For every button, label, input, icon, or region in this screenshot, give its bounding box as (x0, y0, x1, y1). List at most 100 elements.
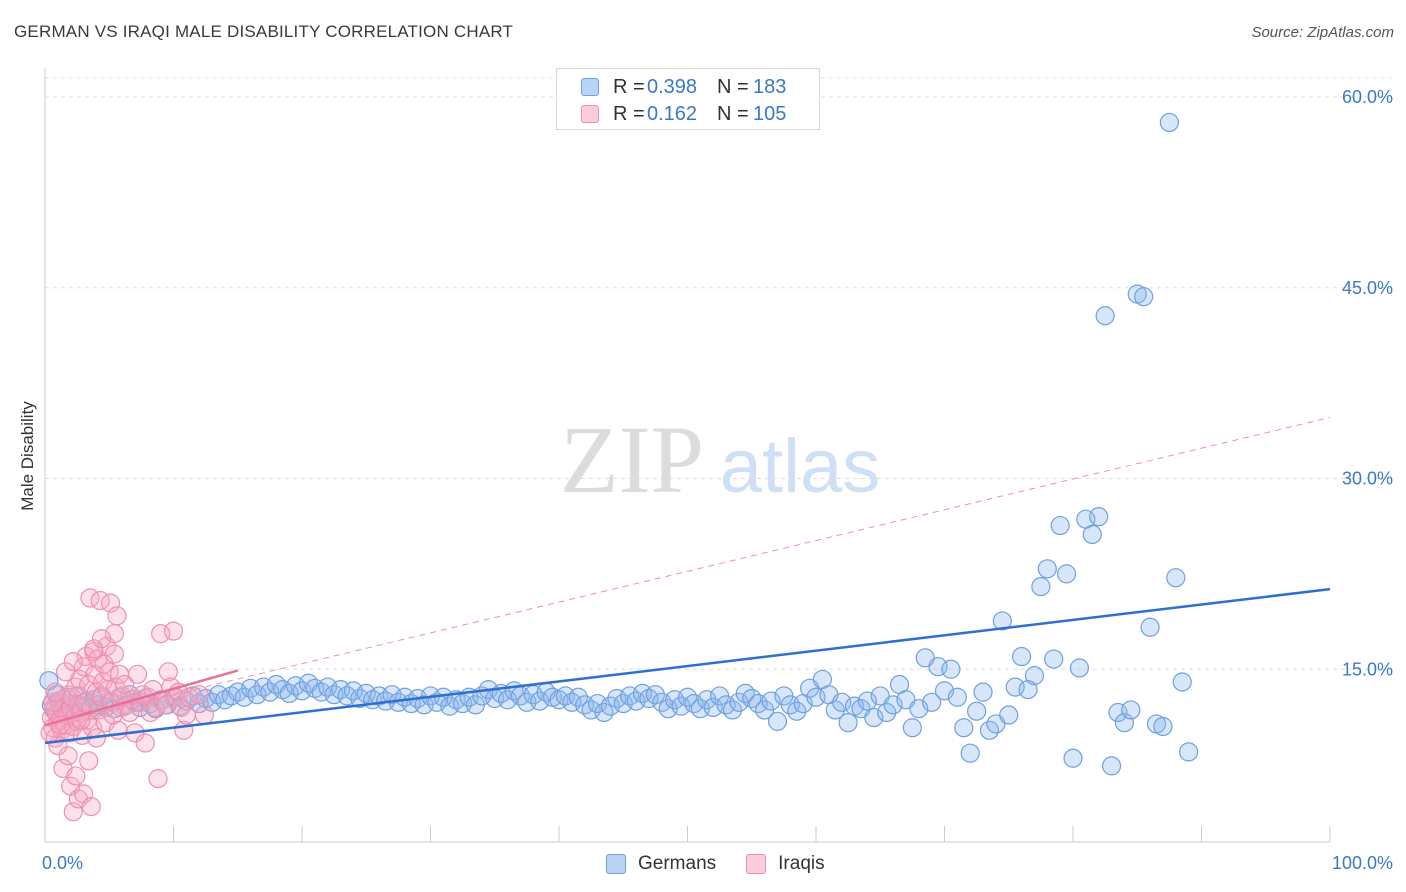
r-label: R = (613, 102, 645, 125)
point-germans (1179, 742, 1199, 762)
point-iraqis (84, 639, 104, 659)
trend-iraqis (44, 669, 239, 727)
tick-labels: 15.0% 30.0% 45.0% 60.0% 0.0% 100.0% (42, 87, 1393, 873)
point-iraqis (63, 802, 83, 822)
point-germans (947, 687, 967, 707)
point-iraqis (66, 766, 86, 786)
point-germans (787, 701, 807, 721)
x-tick-label: 100.0% (1332, 853, 1393, 873)
point-germans (1011, 646, 1032, 667)
point-germans (941, 659, 961, 679)
series-iraqis (40, 588, 214, 822)
y-tick-label: 15.0% (1342, 659, 1393, 679)
trend-dashed-iraqis (44, 416, 1331, 726)
correlation-legend: R = 0.398 N = 183 R = 0.162 N = 105 (556, 68, 820, 130)
watermark-zip: ZIP (560, 406, 704, 513)
trend-lines (44, 416, 1331, 745)
point-iraqis (135, 733, 155, 753)
point-germans (1121, 700, 1141, 720)
point-germans (999, 705, 1019, 725)
point-germans (1166, 568, 1186, 588)
point-germans (1018, 679, 1038, 700)
point-iraqis (79, 751, 99, 771)
r-value: 0.398 (647, 75, 698, 98)
point-germans (722, 700, 743, 720)
n-label: N = (717, 75, 749, 98)
point-germans (1024, 666, 1045, 686)
point-iraqis (58, 746, 78, 766)
point-germans (1069, 658, 1090, 678)
point-germans (1095, 306, 1115, 326)
x-tick-label: 0.0% (42, 853, 83, 873)
legend-row-germans: R = 0.398 N = 183 (581, 75, 786, 99)
point-germans (1140, 617, 1160, 637)
point-iraqis (127, 664, 148, 684)
point-iraqis (91, 629, 112, 649)
point-germans (1050, 515, 1070, 536)
point-germans (1089, 507, 1109, 527)
trend-germans (44, 587, 1331, 745)
point-germans (568, 687, 588, 707)
y-tick-label: 30.0% (1342, 469, 1393, 489)
point-germans (1101, 756, 1122, 776)
point-iraqis (79, 674, 99, 695)
point-iraqis (45, 682, 65, 702)
point-germans (1044, 649, 1064, 669)
y-tick-label: 45.0% (1342, 278, 1393, 298)
point-iraqis (148, 769, 168, 789)
point-iraqis (91, 687, 112, 707)
point-iraqis (108, 720, 128, 740)
point-germans (838, 713, 858, 733)
legend-swatch-germans (581, 78, 599, 96)
point-iraqis (107, 606, 127, 626)
grid-lines (45, 77, 1392, 670)
legend-item-germans[interactable]: Germans (606, 853, 716, 875)
legend-label-germans: Germans (638, 853, 717, 874)
point-iraqis (55, 662, 76, 682)
point-germans (684, 693, 704, 714)
point-iraqis (176, 705, 196, 725)
point-germans (960, 743, 980, 763)
data-points (39, 112, 1199, 822)
series-germans (39, 112, 1199, 776)
point-germans (761, 691, 781, 711)
point-germans (864, 707, 884, 728)
point-germans (1056, 564, 1077, 584)
point-iraqis (63, 652, 83, 672)
legend-row-iraqis: R = 0.162 N = 105 (581, 102, 786, 126)
point-germans (767, 711, 788, 731)
point-germans (1134, 287, 1154, 307)
point-germans (1082, 524, 1102, 545)
r-label: R = (613, 75, 645, 98)
point-germans (877, 702, 897, 723)
point-germans (1063, 748, 1083, 768)
n-label: N = (717, 102, 749, 125)
point-germans (992, 611, 1012, 631)
point-germans (973, 682, 993, 702)
point-germans (697, 690, 717, 710)
point-germans (1153, 716, 1173, 737)
legend-swatch-germans (606, 854, 626, 874)
chart-title: GERMAN VS IRAQI MALE DISABILITY CORRELAT… (14, 22, 514, 41)
point-iraqis (158, 662, 178, 682)
legend-swatch-iraqis (746, 854, 767, 874)
point-iraqis (104, 644, 124, 664)
point-germans (1159, 112, 1179, 133)
legend-item-iraqis[interactable]: Iraqis (746, 853, 825, 875)
point-iraqis (112, 686, 132, 706)
point-iraqis (140, 702, 160, 723)
point-germans (228, 682, 248, 702)
point-iraqis (194, 705, 214, 725)
point-iraqis (115, 674, 135, 695)
legend-label-iraqis: Iraqis (778, 853, 825, 874)
point-iraqis (163, 621, 184, 641)
point-germans (1031, 576, 1051, 597)
point-iraqis (81, 796, 101, 817)
watermark-atlas: atlas (720, 424, 881, 509)
y-tick-label: 60.0% (1342, 87, 1393, 107)
point-germans (902, 718, 922, 738)
point-germans (742, 688, 762, 709)
point-germans (857, 691, 878, 711)
n-value: 183 (753, 75, 787, 98)
